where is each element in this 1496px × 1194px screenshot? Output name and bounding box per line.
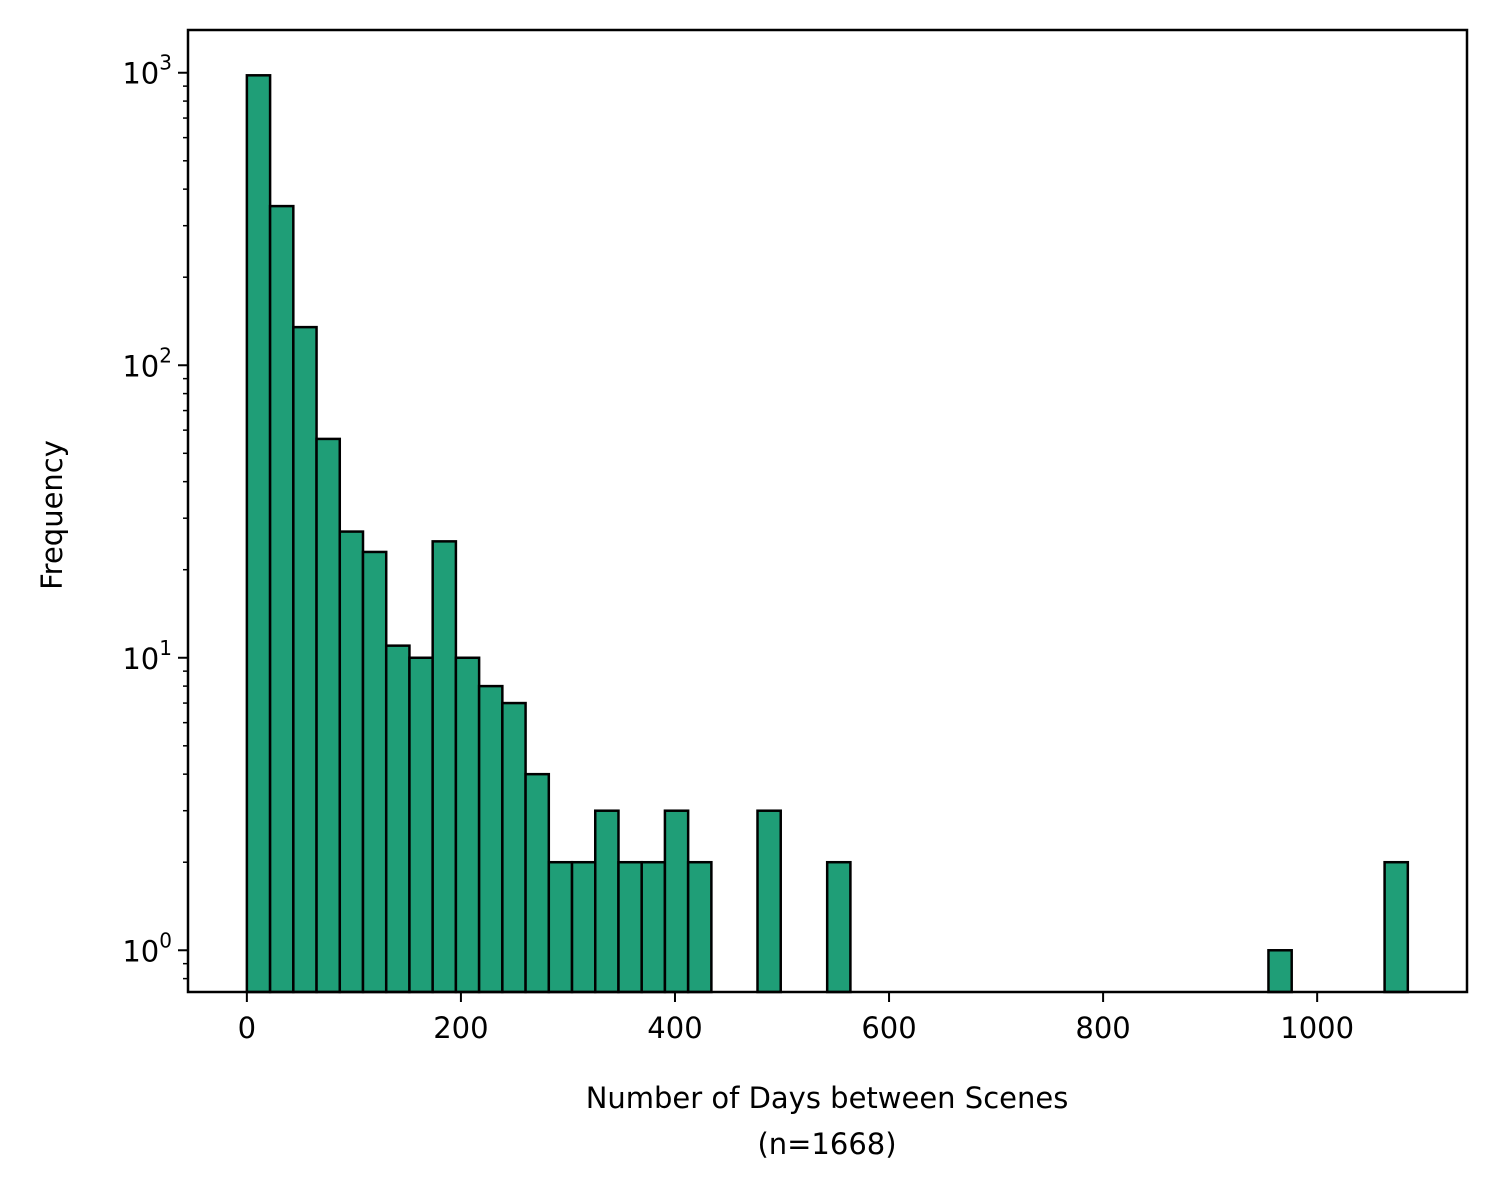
- x-tick-label: 600: [861, 1011, 916, 1045]
- x-tick-label: 800: [1075, 1011, 1130, 1045]
- x-ticks: 0 200 400 600 800 1000: [238, 992, 1354, 1045]
- histogram-bar: [408, 656, 434, 994]
- histogram-bar: [1383, 860, 1410, 994]
- histogram-bar: [617, 860, 643, 994]
- histogram-bar: [477, 684, 504, 994]
- histogram-bar: [663, 809, 690, 994]
- histogram-bar: [454, 656, 481, 994]
- y-tick-label: 100: [122, 928, 172, 968]
- x-axis-note: (n=1668): [757, 1127, 896, 1161]
- histogram-bar: [315, 437, 342, 994]
- plot-frame: [186, 28, 1469, 994]
- y-tick-label: 103: [122, 51, 172, 91]
- histogram-bar: [361, 550, 388, 994]
- x-tick-label: 200: [433, 1011, 488, 1045]
- histogram-bar: [268, 204, 295, 994]
- bars-group: [245, 74, 1410, 994]
- histogram-bar: [547, 860, 574, 994]
- histogram-bar: [825, 860, 852, 994]
- x-tick-label: 1000: [1280, 1011, 1354, 1045]
- histogram-bar: [501, 701, 527, 994]
- histogram-bar: [756, 809, 782, 994]
- histogram-bar: [292, 325, 318, 994]
- x-tick-label: 0: [238, 1011, 256, 1045]
- y-major-ticks: 100 101 102 103: [122, 51, 188, 968]
- histogram-bar: [384, 644, 411, 994]
- y-tick-label: 101: [122, 636, 172, 676]
- histogram-bar: [431, 540, 458, 994]
- x-axis-title: Number of Days between Scenes: [586, 1081, 1069, 1115]
- x-tick-label: 400: [647, 1011, 702, 1045]
- y-axis-title: Frequency: [35, 440, 69, 590]
- histogram-bar: [594, 809, 620, 994]
- histogram-bar: [570, 860, 597, 994]
- histogram-bar: [338, 530, 365, 994]
- y-tick-label: 102: [122, 343, 172, 383]
- histogram-bar: [524, 772, 551, 994]
- histogram-bar: [686, 860, 713, 994]
- histogram-bar: [640, 860, 667, 994]
- histogram-bar: [245, 74, 272, 994]
- histogram-bar: [1267, 949, 1293, 994]
